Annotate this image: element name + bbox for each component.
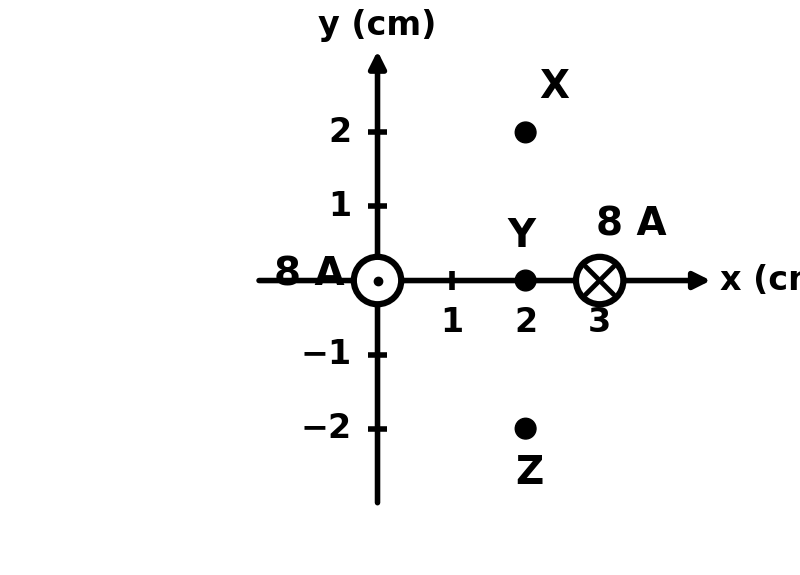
Text: Y: Y (508, 217, 536, 255)
Circle shape (354, 257, 402, 304)
Text: 2: 2 (514, 306, 537, 339)
Circle shape (515, 270, 536, 291)
Circle shape (515, 418, 536, 439)
Text: 1: 1 (440, 306, 463, 339)
Text: 3: 3 (588, 306, 611, 339)
Text: 8 A: 8 A (274, 256, 345, 294)
Text: 8 A: 8 A (596, 205, 666, 243)
Text: y (cm): y (cm) (318, 9, 437, 42)
Text: −2: −2 (301, 412, 351, 445)
Circle shape (515, 122, 536, 143)
Text: X: X (539, 68, 569, 106)
Text: x (cm): x (cm) (720, 264, 800, 297)
Text: Z: Z (515, 454, 543, 492)
Text: −1: −1 (301, 338, 351, 371)
Circle shape (576, 257, 623, 304)
Text: 1: 1 (329, 190, 351, 223)
Text: 2: 2 (329, 116, 351, 149)
